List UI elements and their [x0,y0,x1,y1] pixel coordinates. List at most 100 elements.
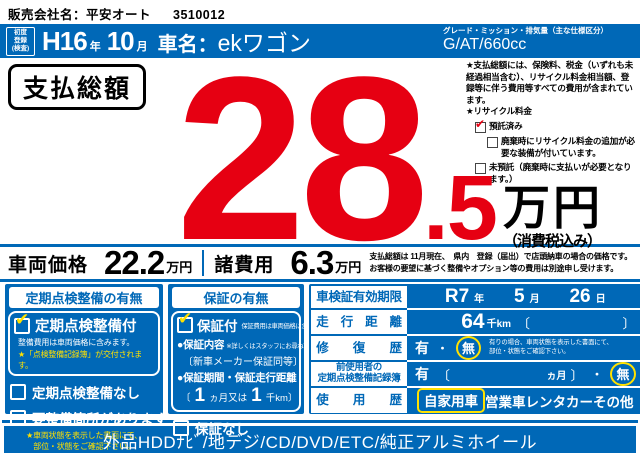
info-panels: 定期点検整備の有無 ✔ 定期点検整備付 整備費用は車両価格に含みます。 ★「点検… [0,282,640,451]
mileage-unit: 千km [486,318,512,330]
bracket-open: 〔 [517,315,531,331]
fees-label: 諸費用 [214,254,275,276]
vehicle-price-unit: 万円 [166,260,193,275]
recycle-not-deposited-label: 未預託（廃棄時に支払いが必要となります。） [489,162,632,184]
divider-line [2,420,638,423]
recycle-extra-option: 廃棄時にリサイクル料金の追加が必要な装備が付いています。 [487,136,637,159]
maintenance-without-label: 定期点検整備なし [32,386,140,402]
expiry-year-unit: 年 [474,294,485,305]
price-integer: 28 [176,29,429,289]
badge-line: 初度 [14,29,27,37]
reg-year: H16 [42,25,88,56]
checkbox-empty-icon [475,163,486,175]
grade-value: G/AT/660cc [443,36,527,54]
bracket-close: 〕 [570,367,584,383]
bracket-open: 〔 [183,357,193,368]
expiry-month-unit: 月 [529,294,540,305]
repair-note: 有りの場合、車両状態を表示した書面にて、 部位・状態をご確認下さい。 [489,339,613,355]
price-note-line1: 支払総額は 11月現在、 県内 登録（届出）で店頭納車の場合の価格です。 [369,251,632,261]
checkbox-empty-icon [487,136,498,148]
usage-history-value: 自家用車 営業車 レンタカー その他 [407,388,640,413]
maintenance-with-box: ✔ 定期点検整備付 整備費用は車両価格に含みます。 ★「点検整備記録簿」が交付さ… [8,311,160,377]
warranty-km-value: 1 [251,385,262,406]
mileage-row: 走 行 距 離 64 千km 〔 〕 [311,310,640,336]
record-no-selected: 無 [610,362,636,386]
check-icon: ✔ [178,309,193,329]
badge-line: 登録 [14,37,27,45]
warranty-panel: 保証の有無 ✔ 保証付 保証費用は車両価格に含みます。 ●保証内容 ※詳しくはス… [168,284,331,437]
warranty-with-option: ✔ 保証付 保証費用は車両価格に含みます。 [177,311,331,335]
warranty-period-label-row: ●保証期間・保証走行距離 [177,370,297,385]
checkbox-checked-icon: ✔ [475,118,486,133]
bracket-open: 〔 [181,393,191,404]
usage-history-row: 使 用 歴 自家用車 営業車 レンタカー その他 [311,388,640,413]
recycle-deposited-option: ✔ 預託済み [475,118,637,133]
maintenance-record-value: 有 〔 ヵ月 〕 ・ 無 [407,362,640,388]
warranty-months-value: 1 [194,385,206,406]
usage-option-other: その他 [593,394,634,410]
total-price-hero: 支払総額 28.5 万円 （消費税込み） ★支払総額には、保険料、税金（いずれも… [0,43,640,276]
maintenance-record-row: 前使用者の 定期点検整備記録簿 有 〔 ヵ月 〕 ・ 無 [311,362,640,388]
warranty-panel-title: 保証の有無 [172,287,300,308]
maintenance-needed-option: 要整備箇所があります [10,408,167,428]
warranty-with-box: ✔ 保証付 保証費用は車両価格に含みます。 ●保証内容 ※詳しくはスタッフにお尋… [171,311,331,412]
warranty-km-unit: 千km [265,393,288,404]
reg-month-unit: 月 [136,40,148,53]
total-price-badge: 支払総額 [8,64,147,110]
repair-no-selected: 無 [456,336,482,360]
maintenance-panel-title: 定期点検整備の有無 [9,287,159,308]
vehicle-price-value: 22.2 [104,244,165,281]
fees-value: 6.3 [290,244,334,281]
inspection-expiry-label: 車検証有効期限 [311,286,407,308]
registration-date: H16 年 10 月 [42,26,154,57]
warranty-period-label: ●保証期間・保証走行距離 [177,372,297,384]
reg-year-unit: 年 [89,40,101,53]
equipment-bar: 外品HDDﾅﾋﾞ/地デジ/CD/DVD/ETC/純正アルミホイール [4,426,636,453]
price-note-line2: お客様の要望に基づく整備やオプション等の費用は別途申し受けます。 [369,264,619,273]
warranty-content-value: 〔 新車メーカー保証同等 〕 [183,353,303,368]
car-name-label: 車名： [157,34,218,56]
recycle-deposited-label: 預託済み [489,120,523,131]
vehicle-price-label: 車両価格 [8,254,89,276]
usage-option-rental: レンタカー [525,394,594,410]
bracket-close: 〕 [287,393,298,404]
seller-row: 販売会社名：平安オート 3510012 [0,0,640,24]
mileage-number: 64 [461,310,485,333]
price-unit: 万円 [503,181,603,234]
bracket-close: 〕 [622,315,636,331]
bracket-close: 〕 [293,357,303,368]
checkbox-checked-icon: ✔ [14,311,30,334]
badge-line: (検査) [11,44,30,52]
warranty-content-note: ※詳しくはスタッフにお尋ね下さい。 [226,343,328,350]
header-bar: 初度 登録 (検査) H16 年 10 月 車名： ekワゴン グレード・ミッシ… [0,24,640,58]
maintenance-with-label: 定期点検整備付 [35,319,137,335]
expiry-day: 26 [569,286,591,307]
grade-label: グレード・ミッション・排気量（主な仕様区分） [443,26,608,36]
reg-month: 10 [106,25,135,56]
maintenance-with-note1: 整備費用は車両価格に含みます。 [18,338,135,347]
record-yes: 有 [415,366,429,382]
mileage-label: 走 行 距 離 [311,310,407,334]
car-name-value: ekワゴン [217,30,311,56]
warranty-period-value: 〔 1 ヵ月又は 1 千km 〕 [181,385,297,407]
warranty-content-text: 新車メーカー保証同等 [193,357,293,368]
total-includes-note: ★支払総額には、保険料、税金（いずれも未経過相当含む）、リサイクル料金相当額、登… [466,60,633,105]
checkbox-checked-icon: ✔ [177,311,193,333]
price-decimal: .5 [423,157,498,259]
fees-unit: 万円 [335,260,362,275]
warranty-with-note: 保証費用は車両価格に含みます。 [241,322,332,330]
maintenance-needed-note: ★車両状態を表示した書面にて、 部位・状態をご確認下さい。 [26,431,142,451]
maintenance-record-label: 前使用者の 定期点検整備記録簿 [311,362,407,386]
warranty-content-row: ●保証内容 ※詳しくはスタッフにお尋ね下さい。 [177,337,328,352]
repair-history-label: 修 復 歴 [311,336,407,360]
maintenance-needed-label: 要整備箇所があります [32,412,167,428]
separator-dot: ・ [591,369,603,381]
seller-code: 3510012 [173,8,226,22]
usage-history-label: 使 用 歴 [311,388,407,413]
total-price-value: 28.5 [176,43,498,276]
car-name: 車名： ekワゴン [158,24,311,58]
checkbox-empty-icon [10,384,26,401]
